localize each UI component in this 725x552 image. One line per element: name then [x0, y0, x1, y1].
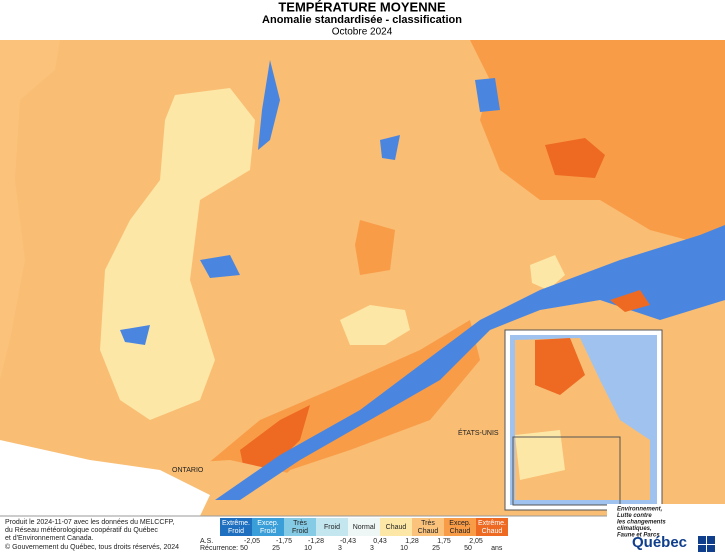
- as-value: -1,75: [276, 538, 292, 545]
- legend-label: Chaud: [418, 528, 439, 535]
- legend-swatch: [348, 518, 380, 536]
- legend-label: Extrême.: [478, 520, 506, 527]
- west-area: [0, 40, 60, 380]
- legend-swatch: [252, 518, 284, 536]
- copyright: © Gouvernement du Québec, tous droits ré…: [5, 543, 179, 551]
- logo-flag: [698, 536, 706, 544]
- recurrence-value: 3: [338, 545, 342, 552]
- inset-zoom: [512, 436, 621, 506]
- legend-label: Chaud: [482, 528, 503, 535]
- legend-label: Très: [293, 520, 307, 527]
- recurrence-value: 3: [370, 545, 374, 552]
- recurrence-value: 50: [240, 545, 248, 552]
- as-value: 1,28: [405, 538, 419, 545]
- inset-hot: [535, 338, 585, 395]
- legend-label: Extrême.: [222, 520, 250, 527]
- as-value: 0,43: [373, 538, 387, 545]
- map: ONTARIO ÉTATS-UNIS: [0, 40, 725, 516]
- legend-label: Chaud: [450, 528, 471, 535]
- hot-patch: [545, 138, 605, 178]
- northeast-area: [470, 40, 725, 250]
- river: [215, 225, 725, 500]
- legend-label: Froid: [260, 528, 276, 535]
- lakes: [120, 60, 500, 345]
- legend-label: Excep.: [449, 520, 470, 527]
- ministry-line: les changements: [617, 520, 666, 526]
- legend-label: Très: [421, 520, 435, 527]
- footer: Produit le 2024-11-07 avec les données d…: [5, 519, 179, 551]
- legend-label: Froid: [292, 528, 308, 535]
- pale-patch: [530, 255, 565, 290]
- pale-patch: [340, 305, 410, 345]
- brand: Québec: [632, 534, 687, 551]
- ministry-line: Lutte contre: [617, 513, 652, 519]
- legend-swatch: [284, 518, 316, 536]
- recurrence-value: 25: [432, 545, 440, 552]
- recurrence-label: Récurrence:: [200, 545, 238, 552]
- title: TEMPÉRATURE MOYENNE: [278, 0, 446, 14]
- recurrence-unit: ans: [491, 545, 503, 552]
- border-area: [130, 455, 505, 516]
- legend-swatch: [444, 518, 476, 536]
- legend-swatch: [220, 518, 252, 536]
- legend-swatch: [316, 518, 348, 536]
- credit-line: et d'Environnement Canada.: [5, 535, 94, 542]
- legend-swatch: [476, 518, 508, 536]
- date: Octobre 2024: [332, 27, 393, 38]
- hot-patch: [610, 290, 650, 312]
- ministry-line: Faune et Parcs: [617, 533, 660, 539]
- recurrence-value: 25: [272, 545, 280, 552]
- logo-flag: [698, 545, 706, 552]
- legend-label: Froid: [324, 524, 340, 531]
- logo-flag: [707, 545, 715, 552]
- recurrence-value: 10: [400, 545, 408, 552]
- legend-label: Chaud: [386, 524, 407, 531]
- recurrence-value: 10: [304, 545, 312, 552]
- legend-swatch: [380, 518, 412, 536]
- map-label: ONTARIO: [172, 467, 204, 474]
- as-value: -1,28: [308, 538, 324, 545]
- map-label: ÉTATS-UNIS: [458, 428, 499, 437]
- ministry-line: climatiques,: [617, 526, 652, 532]
- logo-flag: [707, 536, 715, 544]
- inset-pale: [515, 430, 565, 480]
- legend-label: Froid: [228, 528, 244, 535]
- warm-patch: [355, 220, 395, 275]
- legend-swatch: [412, 518, 444, 536]
- recurrence-value: 50: [464, 545, 472, 552]
- legend-label: Normal: [353, 524, 376, 531]
- as-value: -0,43: [340, 538, 356, 545]
- credit-line: du Réseau météorologique coopératif du Q…: [5, 527, 158, 534]
- legend-label: Excep.: [257, 520, 278, 527]
- as-value: 1,75: [437, 538, 451, 545]
- ministry-line: Environnement,: [617, 507, 663, 513]
- as-value: -2,05: [244, 538, 260, 545]
- inset-map: [504, 329, 663, 511]
- credit-line: Produit le 2024-11-07 avec les données d…: [5, 519, 174, 526]
- as-value: 2,05: [469, 538, 483, 545]
- as-label: A.S.: [200, 538, 213, 545]
- outside-area: [0, 440, 210, 516]
- hot-patch: [240, 405, 310, 475]
- subtitle: Anomalie standardisée - classification: [262, 14, 462, 26]
